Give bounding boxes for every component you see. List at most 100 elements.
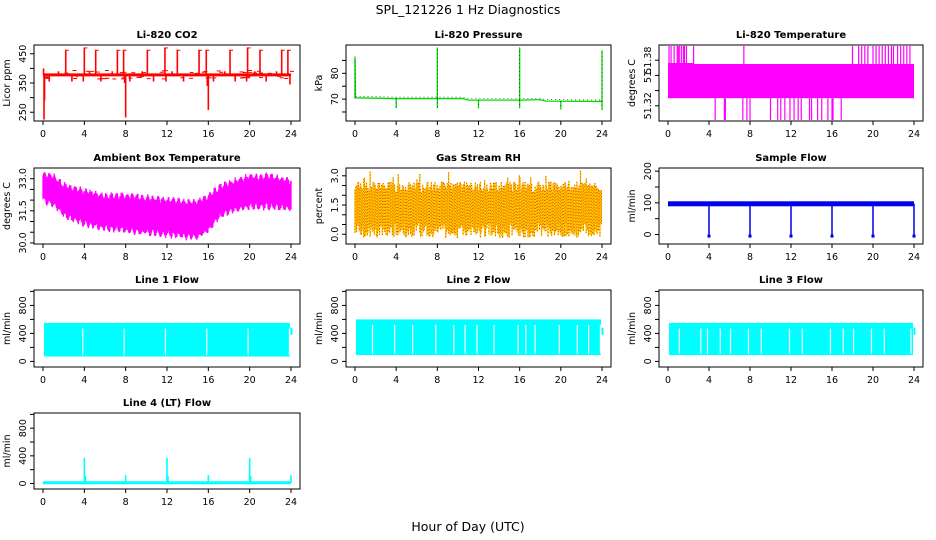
panel-title: Line 2 Flow [447,275,511,286]
y-tick-label: 100 [643,194,654,212]
x-tick-label: 16 [826,252,838,263]
x-tick-label: 20 [867,375,879,386]
y-tick-label: 0 [643,231,654,237]
y-axis-label: ml/min [627,189,638,222]
panel-title: Gas Stream RH [436,153,521,164]
x-tick-label: 0 [40,375,46,386]
x-tick-label: 24 [285,497,297,508]
x-tick-label: 24 [596,129,608,140]
x-tick-label: 4 [706,129,712,140]
x-tick-label: 12 [472,375,484,386]
x-tick-label: 4 [393,375,399,386]
x-tick-label: 0 [352,375,358,386]
flow-dip-end [748,234,752,238]
x-tick-label: 16 [202,129,214,140]
flow-tail [913,327,916,335]
plot-data [668,46,914,120]
y-axis-label: degrees C [2,182,13,230]
flow-band [356,319,601,356]
x-tick-label: 16 [514,252,526,263]
x-tick-label: 20 [244,129,256,140]
panel-title: Li-820 CO2 [136,30,197,41]
x-tick-label: 20 [867,252,879,263]
y-tick-label: 400 [643,324,654,342]
panel-li-820-co2: Li-820 CO2 Licor ppm 0 4 8 12 16 20 24 250 350 450 [2,30,301,140]
y-tick-label: 51. [643,68,654,83]
y-axis-label: ml/min [314,312,325,345]
x-tick-label: 16 [826,129,838,140]
figure-xlabel: Hour of Day (UTC) [411,519,524,534]
x-tick-label: 16 [202,375,214,386]
panel-title: Ambient Box Temperature [93,153,240,164]
panel-li-820-pressure: Li-820 Pressure kPa 0 4 8 12 16 20 24 70 80 [314,30,612,140]
flow-dip-end [871,234,875,238]
x-tick-label: 8 [123,252,129,263]
flow-band [669,322,913,356]
x-tick-label: 20 [555,375,567,386]
panel-ambient-box-temperature: Ambient Box Temperature degrees C 0 4 8 12 16 2… [2,153,301,263]
flow-tail [601,327,604,335]
x-tick-label: 12 [472,129,484,140]
y-tick-label: 30.0 [18,232,29,253]
y-axis-label: degrees C [627,59,638,107]
x-tick-label: 24 [285,252,297,263]
x-tick-label: 20 [555,252,567,263]
x-tick-label: 24 [908,252,920,263]
flow-dip-end [912,234,916,238]
x-tick-label: 12 [785,129,797,140]
y-tick-label: 3.0 [330,168,341,183]
series-dots [354,56,603,101]
panel-title: Sample Flow [755,153,827,164]
flow-dip-end [789,234,793,238]
x-tick-label: 20 [244,252,256,263]
panel-line-4-lt-flow: Line 4 (LT) Flow ml/min 0 4 8 12 16 20 24 0 400 800 [2,398,301,508]
plot-data [43,457,292,485]
x-tick-label: 24 [285,375,297,386]
y-tick-label: 31.5 [18,200,29,221]
temperature-band [668,64,914,99]
x-tick-label: 16 [514,375,526,386]
x-tick-label: 20 [244,497,256,508]
x-tick-label: 8 [434,129,440,140]
x-tick-label: 8 [747,129,753,140]
series-line [354,57,603,103]
x-tick-label: 0 [40,497,46,508]
x-tick-label: 0 [665,129,671,140]
x-tick-label: 8 [123,497,129,508]
y-tick-label: 0 [330,358,341,364]
panel-title: Line 3 Flow [759,275,823,286]
x-tick-label: 4 [393,252,399,263]
panel-li-820-temperature: Li-820 Temperature degrees C 0 4 8 12 16 20 24 51… [627,30,924,140]
y-tick-label: 33.0 [18,168,29,189]
x-tick-label: 4 [706,375,712,386]
x-tick-label: 16 [826,375,838,386]
panel-sample-flow: Sample Flow ml/min 0 4 8 12 16 20 24 0 100 200 [627,153,924,263]
x-tick-label: 0 [40,129,46,140]
x-tick-label: 20 [555,129,567,140]
y-axis-label: ml/min [627,312,638,345]
flow-dip-end [830,234,834,238]
plot-data [669,322,916,356]
x-tick-label: 8 [747,375,753,386]
x-tick-label: 4 [706,252,712,263]
plot-data [354,47,603,110]
flow-dip-end [707,234,711,238]
y-tick-label: 250 [18,103,29,121]
x-tick-label: 8 [747,252,753,263]
plot-data [356,319,604,356]
x-tick-label: 4 [393,129,399,140]
x-tick-label: 12 [472,252,484,263]
y-tick-label: 70 [330,93,341,105]
x-tick-label: 12 [161,252,173,263]
flow-tail [290,327,293,335]
y-tick-label: 800 [643,296,654,314]
y-tick-label: 400 [330,324,341,342]
x-tick-label: 16 [202,497,214,508]
y-tick-label: 1.5 [330,197,341,212]
x-tick-label: 12 [785,375,797,386]
panel-title: Li-820 Pressure [434,30,522,41]
x-tick-label: 0 [352,129,358,140]
x-tick-label: 16 [202,252,214,263]
plot-data [354,170,603,239]
y-tick-label: 0 [18,358,29,364]
